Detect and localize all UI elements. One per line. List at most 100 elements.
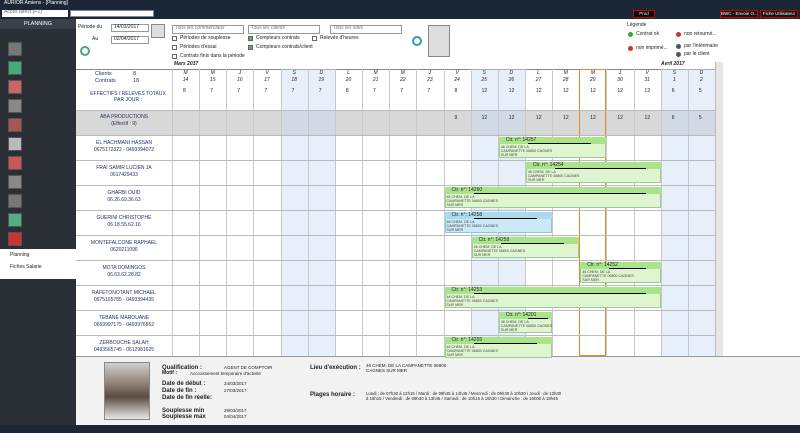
- header-button[interactable]: BWC - Envoie O...: [720, 10, 758, 18]
- day-total: 8: [345, 88, 349, 94]
- sidebar-list: [0, 249, 76, 279]
- module-icon[interactable]: [8, 61, 22, 75]
- detail-value: 24/03/2017: [224, 381, 247, 386]
- row-line: [76, 185, 715, 186]
- row-line: [76, 160, 715, 161]
- client-count: 12: [535, 115, 542, 121]
- refresh-button[interactable]: [412, 36, 422, 46]
- module-icon[interactable]: [8, 232, 22, 246]
- select[interactable]: Tous les sites: [330, 25, 402, 34]
- row-line: [76, 260, 715, 261]
- contract-header: [444, 287, 661, 294]
- contract-number[interactable]: Ctr. n°: 14258: [451, 212, 483, 218]
- day-number: 28: [562, 77, 569, 83]
- employee-name[interactable]: GHARBI OUID: [107, 190, 141, 196]
- detail-value: 27/03/2017: [224, 388, 247, 393]
- module-icon[interactable]: [8, 80, 22, 94]
- day-letter: D: [699, 70, 704, 76]
- employee-phone: 0675165785 - 0493394435: [93, 297, 155, 303]
- employee-name[interactable]: ZERBOUCHE SALAH: [99, 340, 149, 346]
- contract-number[interactable]: Ctr. n°: 14255: [451, 337, 483, 343]
- employee-name[interactable]: RAFETONOTANT MICHAEL: [92, 290, 156, 296]
- module-icon[interactable]: [8, 118, 22, 132]
- access-select[interactable]: [70, 10, 154, 17]
- detail-label: Souplesse max: [162, 414, 206, 420]
- detail-label: Date de fin réelle:: [162, 395, 213, 401]
- photo: [104, 362, 150, 420]
- module-icon[interactable]: [8, 137, 22, 151]
- checkbox[interactable]: [172, 45, 177, 50]
- day-column: [172, 69, 199, 356]
- checkbox-label: Relevés d'heures: [320, 35, 359, 41]
- row-line: [76, 310, 715, 311]
- legend-item: Contrat ok: [636, 31, 660, 37]
- contract-number[interactable]: Ctr. n°: 14252: [587, 262, 618, 268]
- clients-count: 8: [133, 71, 137, 77]
- module-icon[interactable]: [8, 213, 22, 227]
- header-button[interactable]: Prod: [633, 10, 655, 18]
- contract-number[interactable]: Ctr. n°: 14257: [505, 137, 537, 143]
- day-letter: J: [428, 70, 432, 76]
- checkbox[interactable]: [248, 45, 253, 50]
- module-icon[interactable]: [8, 156, 22, 170]
- legend-icon: [628, 46, 633, 51]
- day-letter: S: [672, 70, 676, 76]
- module-icon[interactable]: [8, 99, 22, 113]
- employee-name[interactable]: MOTA DOMINGOS: [102, 265, 146, 271]
- sidebar-item[interactable]: Planning: [10, 252, 30, 258]
- day-letter: M: [183, 70, 188, 76]
- print-button[interactable]: [428, 25, 450, 57]
- checkbox-label: Compteurs contrats/client: [256, 44, 313, 50]
- employee-phone: 06.18.55.62.16: [107, 222, 141, 228]
- module-icon[interactable]: [8, 175, 22, 189]
- date-field[interactable]: 02/04/2017: [111, 36, 149, 44]
- calendar-button[interactable]: [151, 24, 165, 38]
- scrollbar: [715, 62, 723, 356]
- checkbox[interactable]: [248, 36, 253, 41]
- employee-name[interactable]: EL HACHMANI HASSAN: [96, 140, 152, 146]
- sidebar-item[interactable]: Fiches Salarie: [10, 264, 42, 270]
- day-column: [606, 69, 633, 356]
- contract-number[interactable]: Ctr. n°: 14260: [451, 187, 483, 193]
- checkbox[interactable]: [312, 36, 317, 41]
- day-column: [253, 69, 280, 356]
- contract-line: [473, 218, 538, 219]
- month-label: Avril 2017: [661, 61, 685, 67]
- client-count: 12: [508, 115, 515, 121]
- header-button[interactable]: Fiche Utilisateur: [760, 10, 798, 18]
- contract-number[interactable]: Ctr. n°: 14253: [451, 287, 483, 293]
- client-count: 5: [698, 115, 702, 121]
- select[interactable]: Tous les clients: [248, 25, 320, 34]
- contract-number[interactable]: Ctr. n°: 14254: [532, 162, 564, 168]
- day-letter: M: [210, 70, 215, 76]
- client-count: 12: [617, 115, 623, 121]
- day-letter: D: [319, 70, 324, 76]
- day-number: 17: [264, 77, 270, 83]
- employee-phone: 0620211096: [110, 247, 138, 253]
- module-icon[interactable]: [8, 42, 22, 56]
- day-number: 15: [209, 77, 216, 83]
- select[interactable]: Tous les commerciaux: [172, 25, 244, 34]
- day-column: [633, 69, 661, 356]
- label: Au: [92, 36, 99, 42]
- day-total: 7: [373, 88, 376, 94]
- contract-number[interactable]: Ctr. n°: 14201: [505, 312, 537, 318]
- checkbox[interactable]: [172, 36, 177, 41]
- access-field[interactable]: Accès direct (F2): [2, 9, 68, 17]
- day-total: 12: [563, 88, 569, 94]
- contract-line: [473, 343, 538, 344]
- day-letter: L: [537, 70, 540, 76]
- legend-item: par le client: [684, 51, 710, 57]
- contract-header: [580, 262, 661, 269]
- search-icon[interactable]: [80, 46, 90, 56]
- employee-name[interactable]: GUERINI CHRISTOPHE: [96, 215, 152, 221]
- employee-name[interactable]: TEBANE MAROUANE: [98, 315, 150, 321]
- employee-name[interactable]: MONTEFALCONE RAPHAEL: [90, 240, 158, 246]
- client-count: 12: [590, 115, 596, 121]
- employee-name[interactable]: FRAI SAMIR LUCIEN JA: [96, 165, 152, 171]
- day-column: [226, 69, 253, 356]
- checkbox[interactable]: [172, 54, 177, 59]
- contract-number[interactable]: Ctr. n°: 14259: [478, 237, 510, 243]
- date-field[interactable]: 14/03/2017: [111, 24, 149, 32]
- module-icon[interactable]: [8, 194, 22, 208]
